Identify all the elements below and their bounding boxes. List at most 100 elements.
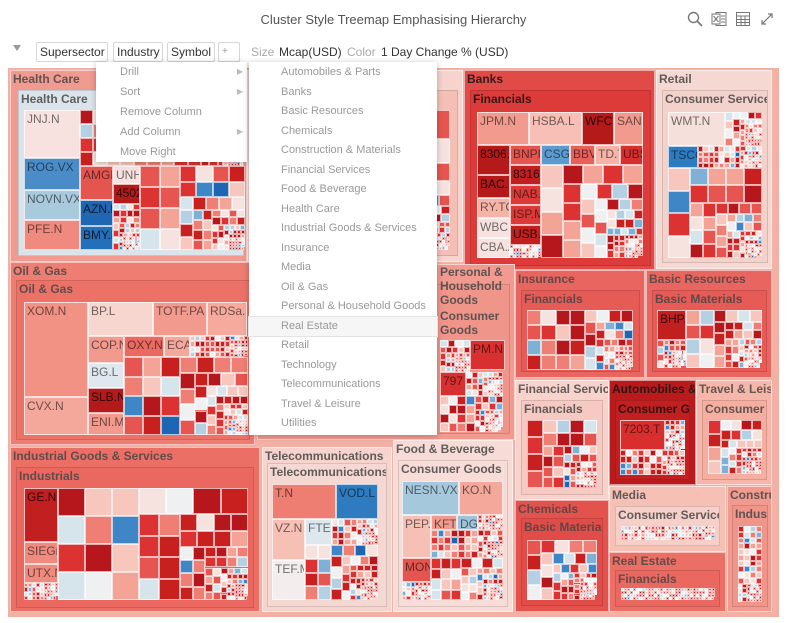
treemap-tile[interactable] bbox=[519, 248, 523, 252]
treemap-tile[interactable] bbox=[640, 246, 643, 250]
treemap-tile[interactable] bbox=[744, 222, 754, 231]
treemap-tile[interactable] bbox=[707, 168, 726, 186]
treemap-tile[interactable] bbox=[499, 596, 503, 600]
treemap-tile[interactable] bbox=[631, 198, 643, 211]
treemap-tile[interactable] bbox=[218, 225, 225, 232]
treemap-tile[interactable] bbox=[570, 325, 585, 340]
expand-icon[interactable] bbox=[758, 11, 776, 29]
treemap-tile[interactable] bbox=[708, 151, 714, 157]
treemap-tile[interactable] bbox=[744, 142, 749, 146]
treemap-tile-cba-ax[interactable]: CBA.AX bbox=[477, 238, 510, 258]
treemap-tile[interactable] bbox=[633, 234, 639, 240]
treemap-tile[interactable] bbox=[160, 229, 181, 250]
treemap-tile-ko-n[interactable]: KO.N bbox=[459, 481, 503, 515]
treemap-tile[interactable] bbox=[113, 223, 120, 231]
treemap-tile[interactable] bbox=[197, 357, 215, 374]
treemap-tile[interactable] bbox=[441, 232, 446, 237]
treemap-tile[interactable] bbox=[123, 240, 127, 244]
treemap-tile[interactable] bbox=[724, 353, 732, 361]
treemap-tile[interactable] bbox=[119, 216, 127, 224]
treemap-tile[interactable] bbox=[217, 386, 228, 396]
treemap-tile[interactable] bbox=[220, 209, 229, 218]
treemap-tile[interactable] bbox=[567, 579, 575, 587]
treemap-tile[interactable] bbox=[131, 233, 136, 238]
treemap-tile-unh-n[interactable]: UNH.N bbox=[113, 166, 140, 184]
treemap-tile[interactable] bbox=[142, 376, 162, 396]
treemap-tile[interactable] bbox=[462, 340, 470, 348]
treemap-tile[interactable] bbox=[720, 465, 730, 474]
treemap-tile[interactable] bbox=[142, 357, 162, 377]
treemap-tile[interactable] bbox=[570, 355, 585, 370]
treemap-tile[interactable] bbox=[748, 139, 752, 143]
treemap-tile[interactable] bbox=[212, 209, 221, 218]
treemap-tile[interactable] bbox=[371, 564, 378, 572]
treemap-tile[interactable] bbox=[743, 185, 762, 203]
treemap-tile[interactable] bbox=[541, 340, 556, 355]
treemap-tile[interactable] bbox=[468, 576, 477, 584]
treemap-tile[interactable] bbox=[113, 204, 120, 211]
treemap-tile[interactable] bbox=[707, 185, 726, 203]
treemap-tile[interactable] bbox=[519, 245, 523, 249]
treemap-tile[interactable] bbox=[133, 216, 140, 224]
treemap-tile[interactable] bbox=[135, 243, 138, 247]
treemap-tile[interactable] bbox=[134, 223, 140, 229]
treemap-tile[interactable] bbox=[595, 222, 607, 235]
submenu-item-chemicals[interactable]: Chemicals bbox=[281, 124, 333, 137]
treemap-tile[interactable] bbox=[731, 429, 742, 440]
treemap-tile[interactable] bbox=[241, 243, 245, 247]
treemap-tile[interactable] bbox=[531, 251, 535, 255]
treemap-tile[interactable] bbox=[213, 530, 231, 547]
treemap-tile[interactable] bbox=[528, 248, 532, 252]
treemap-tile[interactable] bbox=[668, 168, 690, 191]
treemap-tile-7203-t[interactable]: 7203.T bbox=[620, 420, 665, 450]
treemap-tile[interactable] bbox=[440, 423, 449, 432]
treemap-tile[interactable] bbox=[431, 558, 442, 569]
treemap-tile[interactable] bbox=[725, 129, 734, 138]
treemap-tile[interactable] bbox=[447, 242, 450, 246]
treemap-tile[interactable] bbox=[522, 245, 526, 249]
treemap-tile[interactable] bbox=[522, 248, 526, 252]
treemap-tile[interactable] bbox=[235, 246, 239, 250]
treemap-tile[interactable] bbox=[84, 516, 112, 544]
treemap-tile[interactable] bbox=[527, 555, 542, 570]
treemap-tile[interactable] bbox=[221, 373, 235, 386]
treemap-tile-cop-n[interactable]: COP.N bbox=[88, 336, 124, 363]
treemap-tile-rog-vx[interactable]: ROG.VX bbox=[24, 158, 80, 190]
treemap-tile[interactable] bbox=[237, 230, 242, 234]
treemap-tile[interactable] bbox=[231, 162, 235, 166]
treemap-tile[interactable] bbox=[232, 197, 245, 210]
treemap-tile[interactable] bbox=[441, 579, 452, 590]
treemap-tile[interactable] bbox=[618, 339, 626, 347]
treemap-tile[interactable] bbox=[192, 573, 206, 587]
treemap-tile[interactable] bbox=[541, 325, 556, 340]
treemap-tile[interactable] bbox=[541, 553, 553, 565]
treemap-tile[interactable] bbox=[725, 185, 744, 203]
treemap-tile[interactable] bbox=[196, 166, 213, 182]
treemap-tile[interactable] bbox=[224, 230, 230, 236]
treemap-tile[interactable] bbox=[194, 410, 207, 423]
treemap-tile[interactable] bbox=[445, 232, 450, 237]
treemap-tile[interactable] bbox=[541, 565, 553, 577]
treemap-tile[interactable] bbox=[527, 540, 542, 555]
treemap-tile[interactable] bbox=[634, 249, 638, 253]
treemap-tile[interactable] bbox=[457, 551, 465, 558]
treemap-tile[interactable] bbox=[543, 466, 554, 478]
treemap-tile[interactable] bbox=[482, 558, 493, 569]
treemap-tile[interactable] bbox=[689, 185, 708, 203]
treemap-tile[interactable] bbox=[194, 386, 207, 399]
treemap-tile[interactable] bbox=[371, 571, 378, 579]
treemap-tile[interactable] bbox=[113, 210, 120, 217]
treemap-tile[interactable] bbox=[702, 216, 717, 231]
treemap-tile[interactable] bbox=[703, 157, 709, 163]
treemap-tile-797[interactable]: 797 bbox=[440, 372, 466, 396]
treemap-tile[interactable] bbox=[537, 245, 541, 248]
treemap-tile[interactable] bbox=[440, 340, 448, 348]
treemap-tile[interactable] bbox=[180, 236, 194, 250]
treemap-tile[interactable] bbox=[239, 225, 245, 231]
treemap-tile[interactable] bbox=[359, 556, 369, 565]
treemap-tile[interactable] bbox=[596, 310, 609, 322]
treemap-tile[interactable] bbox=[749, 310, 762, 322]
treemap-tile[interactable] bbox=[230, 530, 248, 547]
treemap-tile-bg-l[interactable]: BG.L bbox=[88, 363, 124, 388]
treemap-tile[interactable] bbox=[457, 544, 465, 551]
